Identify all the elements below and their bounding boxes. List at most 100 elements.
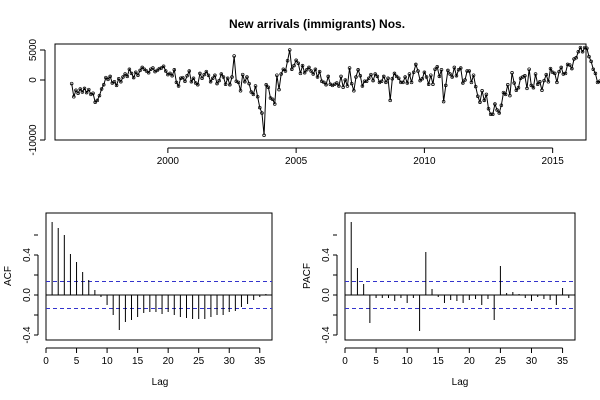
ts-data-point xyxy=(253,84,258,88)
ts-data-point xyxy=(93,100,97,104)
ts-data-point xyxy=(307,65,311,70)
ts-data-point xyxy=(121,75,125,79)
ts-data-point xyxy=(388,98,392,103)
acf-x-axis: 0 5 10 15 20 25 30 35 xyxy=(43,347,266,367)
ts-data-point xyxy=(264,83,268,87)
ts-data-point xyxy=(112,80,117,84)
acf-x-tick-label: 20 xyxy=(163,356,175,367)
ts-data-point xyxy=(582,45,587,50)
ts-data-point xyxy=(255,95,260,99)
ts-data-point xyxy=(114,83,119,88)
ts-data-point xyxy=(557,69,561,74)
ts-data-point xyxy=(345,84,350,88)
ts-data-point xyxy=(240,72,245,77)
time-series-line xyxy=(71,46,600,136)
ts-data-point xyxy=(313,67,318,71)
ts-data-point xyxy=(411,70,416,74)
ts-data-point xyxy=(326,74,330,79)
ts-data-point xyxy=(189,80,194,84)
time-series-points xyxy=(69,45,600,137)
ts-data-point xyxy=(311,72,315,76)
ts-data-point xyxy=(476,94,480,98)
time-series-plot-frame xyxy=(54,43,587,141)
ts-data-point xyxy=(531,86,536,90)
pacf-y-tick-label: -0.4 xyxy=(321,326,332,344)
ts-data-point xyxy=(431,82,435,86)
ts-data-point xyxy=(416,69,420,73)
ts-data-point xyxy=(527,67,531,71)
ts-data-point xyxy=(478,100,482,104)
ts-data-point xyxy=(339,74,343,79)
ts-data-point xyxy=(563,71,568,76)
ts-x-tick-label: 2000 xyxy=(157,156,180,167)
ts-data-point xyxy=(116,77,121,81)
ts-data-point xyxy=(529,83,534,88)
ts-data-point xyxy=(219,72,224,76)
ts-data-point xyxy=(251,92,256,97)
ts-data-point xyxy=(247,81,251,86)
ts-data-point xyxy=(270,97,275,101)
ts-data-point xyxy=(204,69,209,74)
ts-data-point xyxy=(399,80,403,85)
ts-data-point xyxy=(382,74,386,79)
ts-data-point xyxy=(104,75,108,80)
ts-data-point xyxy=(407,72,412,76)
ts-data-point xyxy=(125,74,129,79)
acf-y-tick-label: 0.4 xyxy=(22,248,33,262)
chart-title: New arrivals (immigrants) Nos. xyxy=(229,17,405,31)
acf-y-tick-label: -0.4 xyxy=(22,326,33,344)
ts-data-point xyxy=(567,63,572,67)
ts-data-point xyxy=(465,69,469,73)
acf-x-tick-label: 35 xyxy=(254,356,266,367)
ts-data-point xyxy=(448,72,452,76)
ts-data-point xyxy=(486,107,491,111)
ts-y-tick-label: 5000 xyxy=(28,38,39,61)
ts-data-point xyxy=(249,90,253,94)
ts-data-point xyxy=(394,74,399,79)
ts-data-point xyxy=(356,68,360,72)
ts-data-point xyxy=(106,77,110,82)
ts-data-point xyxy=(146,71,151,75)
ts-data-point xyxy=(221,75,226,79)
ts-data-point xyxy=(384,80,388,85)
ts-data-point xyxy=(367,76,371,80)
ts-data-point xyxy=(589,59,593,64)
time-series-x-axis: 2000 2005 2010 2015 xyxy=(157,147,564,167)
ts-data-point xyxy=(405,81,410,85)
ts-data-point xyxy=(317,69,322,74)
ts-data-point xyxy=(516,86,521,90)
ts-data-point xyxy=(140,65,144,70)
ts-data-point xyxy=(508,93,512,98)
ts-data-point xyxy=(294,58,298,62)
ts-data-point xyxy=(456,68,461,72)
ts-data-point xyxy=(159,66,164,70)
ts-data-point xyxy=(371,78,375,83)
ts-data-point xyxy=(213,73,217,77)
pacf-marks xyxy=(345,222,575,331)
ts-data-point xyxy=(187,69,192,73)
ts-data-point xyxy=(119,80,123,84)
ts-data-point xyxy=(362,79,367,83)
pacf-y-tick-label: 0.0 xyxy=(321,288,332,302)
ts-data-point xyxy=(176,84,181,88)
ts-data-point xyxy=(437,74,442,79)
ts-data-point xyxy=(352,89,356,93)
ts-data-point xyxy=(347,66,352,70)
ts-data-point xyxy=(200,76,204,80)
ts-data-point xyxy=(74,88,78,92)
ts-data-point xyxy=(542,78,546,83)
ts-data-point xyxy=(375,74,380,79)
ts-data-point xyxy=(491,112,495,116)
ts-data-point xyxy=(178,76,183,80)
ts-data-point xyxy=(285,59,290,63)
ts-data-point xyxy=(418,78,422,83)
ts-data-point xyxy=(260,111,264,115)
acf-y-axis-title: ACF xyxy=(3,266,14,286)
pacf-x-tick-label: 25 xyxy=(495,356,507,367)
ts-data-point xyxy=(452,65,457,70)
ts-data-point xyxy=(72,95,76,99)
ts-data-point xyxy=(343,78,348,82)
ts-data-point xyxy=(546,80,551,84)
ts-x-tick-label: 2005 xyxy=(285,156,308,167)
pacf-x-tick-label: 20 xyxy=(464,356,476,367)
